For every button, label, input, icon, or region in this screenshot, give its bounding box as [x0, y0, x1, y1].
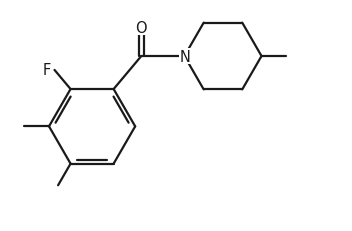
Text: O: O [136, 21, 147, 36]
Text: N: N [180, 49, 191, 64]
Text: F: F [43, 63, 51, 78]
